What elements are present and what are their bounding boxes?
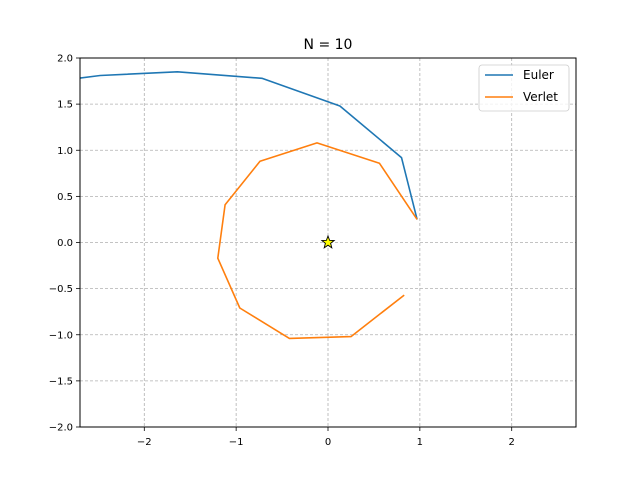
- y-tick-label: −1.0: [49, 330, 73, 341]
- x-tick-label: −2: [137, 437, 152, 448]
- y-tick-label: 1.5: [57, 100, 73, 111]
- y-tick-label: 2.0: [57, 54, 73, 65]
- legend-box: [478, 64, 570, 112]
- legend-label-verlet: Verlet: [523, 90, 558, 104]
- x-tick-label: 2: [509, 437, 515, 448]
- y-tick-label: −0.5: [49, 284, 73, 295]
- y-tick-label: 0.5: [57, 192, 73, 203]
- x-tick-label: 1: [417, 437, 423, 448]
- y-tick-label: 0.0: [57, 238, 73, 249]
- origin-star-marker: [320, 234, 336, 249]
- axis-ticks: −2 −1 0 1 2 −2.0 −1.5 −1.0 −0.5 0.0 0.5 1.0 1.5 2.0: [49, 54, 515, 449]
- series-line-verlet: [217, 142, 418, 340]
- y-tick-label: −1.5: [49, 376, 73, 387]
- legend-label-euler: Euler: [523, 68, 554, 82]
- series-layer: [80, 71, 418, 340]
- x-tick-label: 0: [325, 437, 331, 448]
- legend: Euler Verlet: [478, 64, 570, 112]
- chart-title: N = 10: [304, 37, 353, 53]
- grid: [80, 57, 576, 428]
- x-tick-label: −1: [229, 437, 244, 448]
- series-line-euler: [80, 71, 418, 220]
- y-tick-label: −2.0: [49, 423, 73, 434]
- marker-layer: [320, 234, 336, 249]
- y-tick-label: 1.0: [57, 146, 73, 157]
